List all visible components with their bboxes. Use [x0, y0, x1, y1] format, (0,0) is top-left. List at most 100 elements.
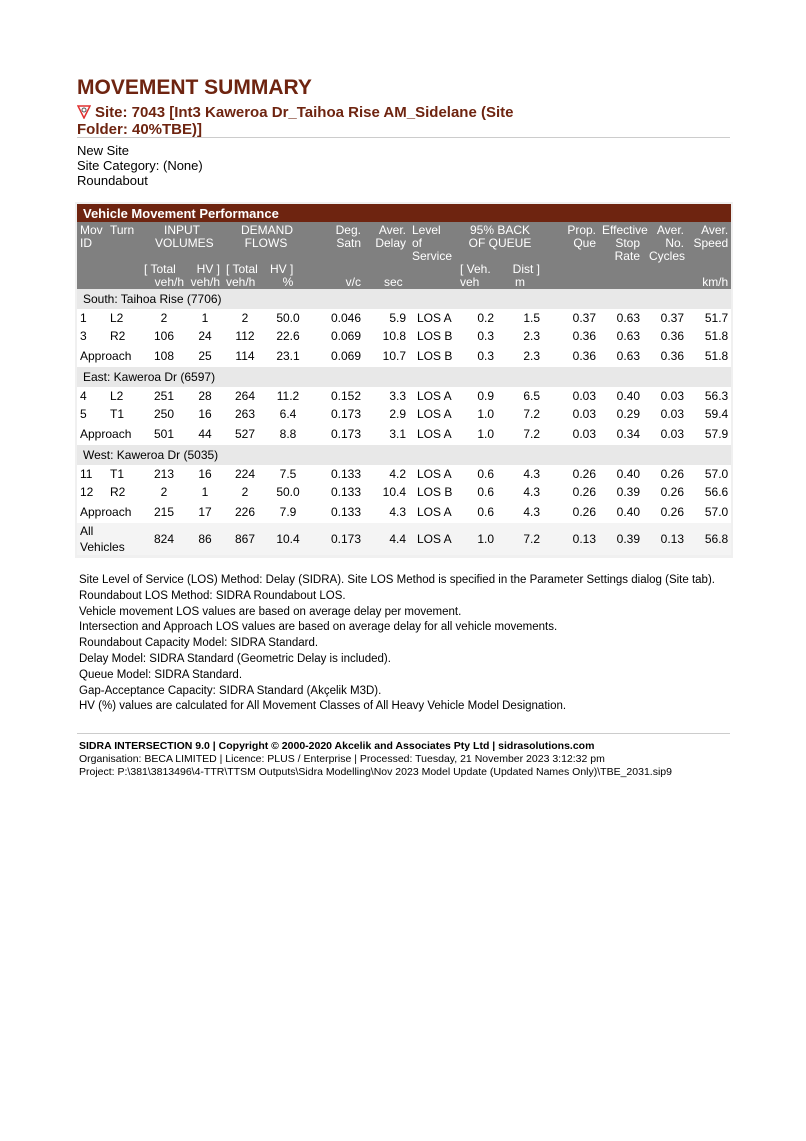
cell-queue-dist: 1.5 — [497, 309, 543, 327]
cell-input-total: 501 — [141, 423, 187, 445]
cell-input-total: 108 — [141, 345, 187, 367]
cell-turn: R2 — [107, 483, 141, 501]
cell-input-hv: 17 — [187, 501, 223, 523]
cell-cycles: 0.36 — [643, 345, 687, 367]
cell-queue-veh: 1.0 — [457, 405, 497, 423]
cell-stop-rate: 0.63 — [599, 309, 643, 327]
cell-demand-total: 264 — [223, 387, 267, 405]
site-category: Site Category: (None) — [77, 158, 203, 173]
table-row: 5 T1 250 16 263 6.4 0.173 2.9 LOS A 1.0 7.2 0.03 0.2… — [77, 405, 732, 423]
cell-deg-satn: 0.069 — [309, 327, 364, 345]
cell-demand-total: 226 — [223, 501, 267, 523]
note: Gap-Acceptance Capacity: SIDRA Standard … — [79, 684, 382, 697]
cell-demand-hv: 7.9 — [267, 501, 309, 523]
col-deg-satn: Deg. Satn — [309, 222, 364, 263]
cell-stop-rate: 0.40 — [599, 465, 643, 483]
cell-delay: 4.3 — [364, 501, 409, 523]
cell-prop-que: 0.37 — [543, 309, 599, 327]
cell-queue-dist: 4.3 — [497, 465, 543, 483]
cell-prop-que: 0.26 — [543, 465, 599, 483]
col-effective-stop-rate: Effective Stop Rate — [599, 222, 648, 263]
cell-cycles: 0.03 — [643, 405, 687, 423]
footer-divider — [77, 733, 730, 734]
cell-los: LOS B — [409, 483, 457, 501]
notes: Site Level of Service (LOS) Method: Dela… — [79, 573, 715, 715]
cell-label: Approach — [77, 345, 141, 367]
cell-input-total: 215 — [141, 501, 187, 523]
cell-demand-total: 224 — [223, 465, 267, 483]
cell-queue-dist: 2.3 — [497, 345, 543, 367]
cell-queue-dist: 4.3 — [497, 501, 543, 523]
cell-demand-hv: 11.2 — [267, 387, 309, 405]
table-row: 12 R2 2 1 2 50.0 0.133 10.4 LOS B 0.6 4.3 0.26 0.39 0… — [77, 483, 732, 501]
note: Intersection and Approach LOS values are… — [79, 621, 558, 634]
cell-queue-veh: 1.0 — [457, 423, 497, 445]
cell-delay: 10.8 — [364, 327, 409, 345]
cell-demand-total: 112 — [223, 327, 267, 345]
cell-prop-que: 0.26 — [543, 483, 599, 501]
cell-input-total: 251 — [141, 387, 187, 405]
cell-prop-que: 0.13 — [543, 523, 599, 555]
cell-demand-total: 2 — [223, 483, 267, 501]
cell-deg-satn: 0.173 — [309, 405, 364, 423]
cell-input-hv: 16 — [187, 465, 223, 483]
cell-los: LOS A — [409, 501, 457, 523]
cell-prop-que: 0.26 — [543, 501, 599, 523]
sub-input-hv: HV ] — [187, 263, 223, 276]
cell-los: LOS A — [409, 405, 457, 423]
intersection-type: Roundabout — [77, 173, 148, 188]
approach-row: Approach 501 44 527 8.8 0.173 3.1 LOS A 1.0 7.2 0.… — [77, 423, 732, 445]
cell-label: Approach — [77, 501, 141, 523]
cell-prop-que: 0.03 — [543, 423, 599, 445]
cell-demand-hv: 50.0 — [267, 483, 309, 501]
cell-speed: 57.0 — [687, 465, 732, 483]
cell-queue-dist: 7.2 — [497, 423, 543, 445]
cell-input-total: 250 — [141, 405, 187, 423]
cell-demand-total: 263 — [223, 405, 267, 423]
col-aver-cycles: Aver. No. Cycles — [643, 222, 687, 263]
cell-mov-id: 11 — [77, 465, 107, 483]
cell-demand-total: 527 — [223, 423, 267, 445]
cell-stop-rate: 0.40 — [599, 501, 643, 523]
cell-los: LOS A — [409, 309, 457, 327]
cell-speed: 56.6 — [687, 483, 732, 501]
cell-speed: 51.8 — [687, 345, 732, 367]
cell-los: LOS B — [409, 345, 457, 367]
cell-speed: 57.9 — [687, 423, 732, 445]
cell-deg-satn: 0.069 — [309, 345, 364, 367]
cell-cycles: 0.37 — [643, 309, 687, 327]
cell-demand-total: 2 — [223, 309, 267, 327]
cell-delay: 10.4 — [364, 483, 409, 501]
sub-queue-veh: [ Veh. — [457, 263, 497, 276]
cell-queue-veh: 1.0 — [457, 523, 497, 555]
cell-prop-que: 0.03 — [543, 387, 599, 405]
cell-input-total: 824 — [141, 523, 187, 555]
cell-turn: T1 — [107, 405, 141, 423]
unit-queue-dist: m — [497, 276, 543, 289]
unit-input-total: veh/h — [141, 276, 187, 289]
cell-queue-dist: 2.3 — [497, 327, 543, 345]
cell-deg-satn: 0.133 — [309, 465, 364, 483]
note: Vehicle movement LOS values are based on… — [79, 605, 462, 618]
cell-input-total: 2 — [141, 483, 187, 501]
cell-input-hv: 44 — [187, 423, 223, 445]
site-name: Site: 7043 [Int3 Kaweroa Dr_Taihoa Rise … — [77, 104, 514, 138]
cell-deg-satn: 0.133 — [309, 501, 364, 523]
cell-turn: T1 — [107, 465, 141, 483]
movement-table: Vehicle Movement Performance Mov ID Turn… — [77, 204, 732, 555]
cell-turn: L2 — [107, 387, 141, 405]
col-mov-id: Mov ID — [77, 222, 107, 263]
footer: SIDRA INTERSECTION 9.0 | Copyright © 200… — [79, 740, 672, 779]
cell-queue-veh: 0.6 — [457, 465, 497, 483]
note: HV (%) values are calculated for All Mov… — [79, 700, 567, 713]
cell-input-hv: 24 — [187, 327, 223, 345]
cell-los: LOS B — [409, 327, 457, 345]
cell-delay: 4.4 — [364, 523, 409, 555]
note: Queue Model: SIDRA Standard. — [79, 668, 243, 681]
cell-delay: 3.1 — [364, 423, 409, 445]
table-caption: Vehicle Movement Performance — [77, 204, 732, 222]
cell-mov-id: 5 — [77, 405, 107, 423]
cell-cycles: 0.13 — [643, 523, 687, 555]
cell-demand-total: 114 — [223, 345, 267, 367]
